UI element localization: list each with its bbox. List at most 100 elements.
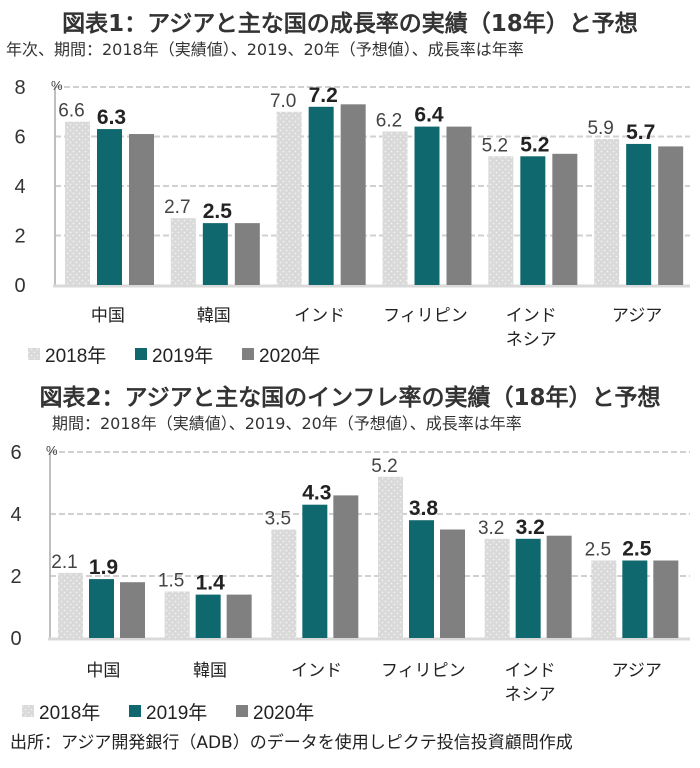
y-tick-label: 0: [14, 275, 25, 297]
bar-2018: [170, 218, 196, 285]
category-label: フィリピン: [383, 306, 468, 326]
legend-swatch-2018: [28, 348, 40, 360]
bar-2018: [594, 138, 620, 285]
category-label: インド: [291, 661, 342, 681]
data-label-2019: 5.2: [520, 133, 549, 156]
y-tick-label: 4: [14, 176, 25, 198]
bar-2019: [89, 579, 114, 638]
y-tick-label: 2: [10, 566, 21, 588]
bar-2019: [626, 143, 652, 285]
bar-2018: [488, 156, 514, 285]
bar-2018: [164, 591, 190, 638]
unit-label: %: [51, 78, 63, 93]
legend-label: 2018年: [39, 702, 100, 722]
y-tick-label: 6: [14, 127, 25, 149]
data-label-2019: 6.3: [97, 106, 126, 129]
bar-2019: [202, 223, 228, 285]
bar-2018: [591, 560, 617, 638]
data-label-2018: 1.5: [158, 571, 184, 592]
data-label-2018: 7.0: [270, 91, 296, 112]
bar-2018: [382, 131, 408, 285]
data-label-2019: 7.2: [309, 84, 338, 107]
data-label-2019: 4.3: [302, 482, 331, 505]
data-label-2018: 2.7: [164, 197, 190, 218]
bar-2019: [409, 520, 434, 638]
bar-2020: [446, 126, 472, 285]
bar-2019: [414, 126, 440, 285]
figure1-title: 図表1：アジアと主な国の成長率の実績（18年）と予想: [62, 11, 638, 37]
bar-2020: [120, 582, 145, 638]
figure2-title: 図表2：アジアと主な国のインフレ率の実績（18年）と予想: [39, 385, 661, 411]
bar-2019: [302, 504, 328, 638]
legend-label: 2018年: [45, 345, 106, 367]
legend-swatch-2018: [22, 705, 34, 717]
bar-2018: [276, 111, 302, 285]
category-label: インド: [505, 661, 556, 681]
bar-2018: [65, 121, 90, 286]
growth-rate-chart: 0 2 4 6 8 % 6.6 6.3 中国 2.7 2.5 韓国 7.0 7.2 インド 6.2 6.4 フィリ…: [14, 77, 690, 367]
y-tick-label: 8: [14, 77, 25, 99]
bar-2020: [653, 560, 679, 638]
bar-2020: [546, 535, 572, 638]
y-tick-label: 6: [10, 442, 21, 464]
bar-2019: [195, 594, 221, 638]
data-label-2019: 2.5: [203, 200, 233, 223]
bar-2018: [378, 476, 403, 638]
y-tick-label: 2: [14, 226, 25, 248]
data-label-2019: 3.8: [409, 497, 439, 520]
bar-2018: [484, 538, 510, 638]
bar-2020: [226, 594, 252, 638]
bar-2018: [58, 572, 83, 638]
figure1-subtitle: 年次、期間：2018年（実績値）、2019、20年（予想値）、成長率は年率: [6, 40, 524, 59]
category-label: フィリピン: [381, 661, 466, 681]
data-label-2018: 6.2: [376, 111, 402, 132]
bar-2019: [308, 106, 334, 285]
legend-label: 2019年: [152, 345, 213, 367]
category-label: 中国: [86, 661, 120, 681]
category-label: 中国: [91, 306, 125, 326]
legend-swatch-2019: [135, 348, 147, 360]
inflation-rate-chart: 0 2 4 6 % 2.1 1.9 中国 1.5 1.4 韓国 3.5 4.3 インド 5.2 3.8 フィリピ…: [10, 442, 690, 722]
data-label-2018: 3.5: [265, 509, 291, 530]
bar-2019: [622, 560, 648, 638]
data-label-2018: 5.2: [482, 135, 508, 156]
data-label-2018: 2.5: [585, 540, 611, 561]
category-label: 韓国: [193, 661, 227, 681]
figure2-subtitle: 期間：2018年（実績値）、2019、20年（予想値）、成長率は年率: [52, 414, 522, 433]
data-label-2018: 6.6: [58, 101, 84, 122]
legend-swatch-2020: [236, 705, 248, 717]
bar-2019: [520, 156, 546, 285]
bar-2020: [333, 495, 359, 638]
legend-swatch-2019: [129, 705, 141, 717]
category-label: 韓国: [197, 306, 231, 326]
legend-swatch-2020: [242, 348, 254, 360]
category-label: インド: [294, 306, 345, 326]
data-label-2019: 1.9: [89, 556, 118, 579]
data-label-2019: 5.7: [626, 121, 655, 144]
data-label-2019: 1.4: [196, 572, 226, 595]
legend-label: 2020年: [253, 702, 314, 722]
bar-2019: [515, 538, 541, 638]
bar-2018: [271, 529, 297, 638]
category-label: ネシア: [506, 330, 557, 350]
legend-label: 2019年: [146, 702, 207, 722]
data-label-2018: 2.1: [51, 552, 77, 573]
legend-label: 2020年: [259, 345, 320, 367]
bar-2019: [97, 129, 122, 285]
data-label-2019: 6.4: [414, 104, 444, 127]
unit-label: %: [46, 443, 58, 458]
data-label-2018: 5.9: [587, 118, 613, 139]
y-tick-label: 0: [10, 628, 21, 650]
bar-2020: [234, 223, 260, 285]
category-label: アジア: [612, 306, 662, 326]
data-label-2019: 3.2: [516, 516, 545, 539]
y-tick-label: 4: [10, 504, 21, 526]
category-label: ネシア: [505, 685, 556, 705]
bar-2020: [129, 134, 154, 285]
bar-2020: [658, 146, 684, 285]
category-label: アジア: [612, 661, 662, 681]
bar-2020: [340, 104, 366, 285]
category-label: インド: [506, 306, 557, 326]
data-label-2018: 3.2: [478, 518, 504, 539]
data-label-2018: 5.2: [371, 456, 397, 477]
